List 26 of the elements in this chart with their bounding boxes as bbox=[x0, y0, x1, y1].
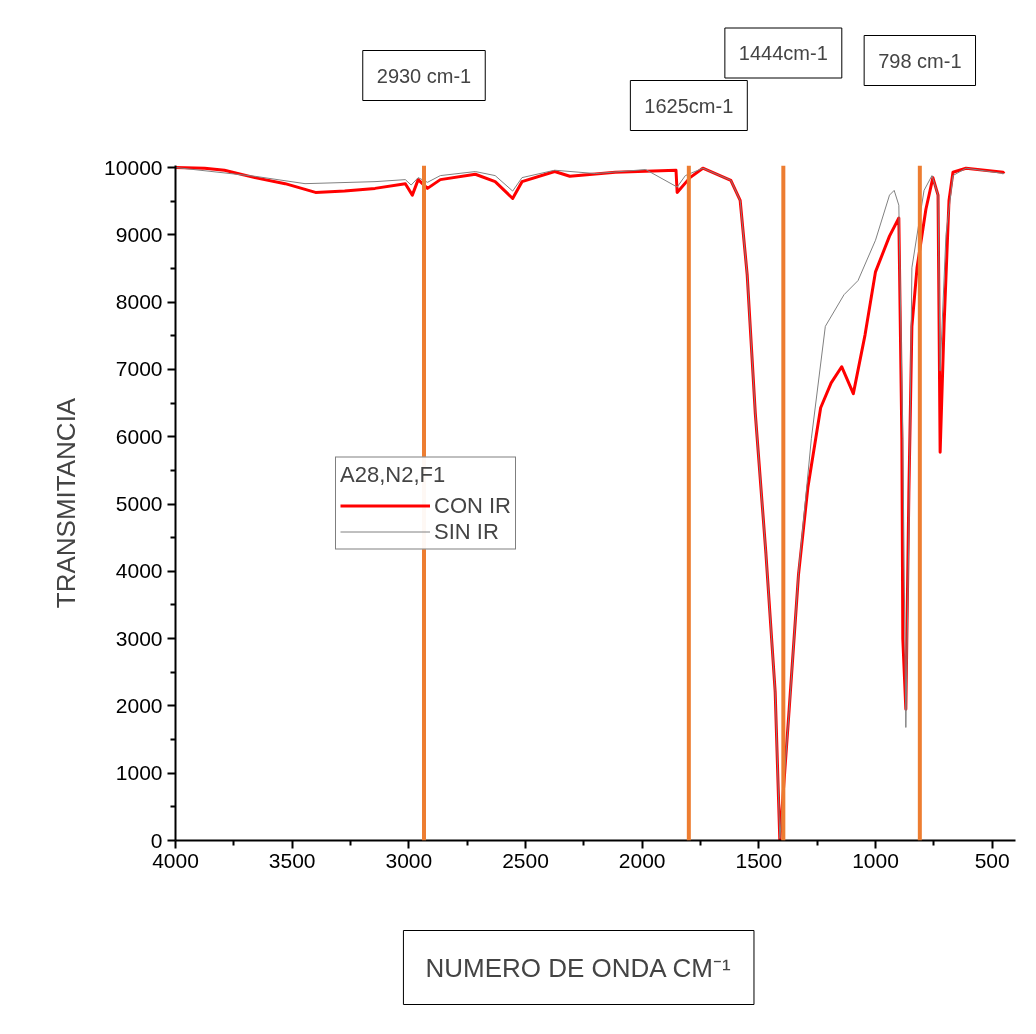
text: 1444cm-1 bbox=[738, 42, 828, 64]
y-tick-label: 2000 bbox=[115, 693, 163, 717]
y-tick-label: 5000 bbox=[115, 492, 163, 516]
legend-label: CON IR bbox=[434, 492, 511, 518]
x-tick-label: 2000 bbox=[618, 848, 666, 872]
x-axis-title: NUMERO DE ONDA CM⁻¹ bbox=[425, 952, 731, 983]
x-tick-label: 3500 bbox=[268, 848, 316, 872]
y-tick-label: 6000 bbox=[115, 424, 163, 448]
legend-label: SIN IR bbox=[434, 518, 499, 544]
x-tick-label: 500 bbox=[974, 848, 1010, 872]
text: 2930 cm-1 bbox=[376, 64, 472, 87]
y-tick-label: 9000 bbox=[115, 222, 163, 246]
x-tick-label: 1000 bbox=[852, 848, 899, 872]
text: 798 cm-1 bbox=[878, 49, 962, 72]
y-tick-label: 7000 bbox=[115, 357, 163, 381]
legend-title: A28,N2,F1 bbox=[340, 461, 447, 487]
y-axis-title: TRANSMITANCIA bbox=[51, 397, 82, 609]
y-tick-label: 3000 bbox=[115, 626, 163, 650]
x-tick-label: 2500 bbox=[502, 848, 549, 872]
text: 1625cm-1 bbox=[644, 94, 734, 117]
y-tick-label: 10000 bbox=[104, 155, 163, 179]
y-tick-label: 4000 bbox=[115, 559, 163, 583]
y-tick-label: 1000 bbox=[115, 761, 163, 785]
x-tick-label: 1500 bbox=[735, 848, 783, 872]
x-tick-label: 3000 bbox=[385, 848, 433, 872]
y-tick-label: 8000 bbox=[115, 290, 163, 314]
